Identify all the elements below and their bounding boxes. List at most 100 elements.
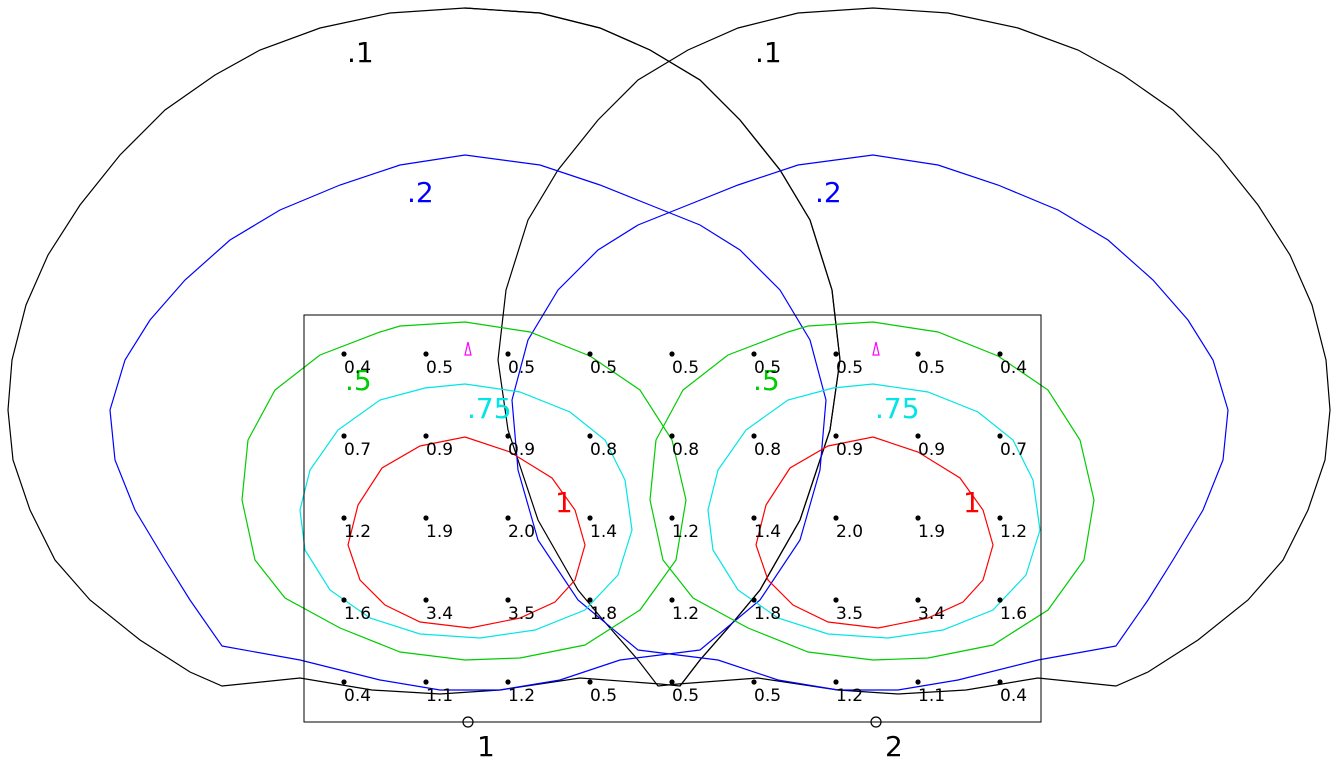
grid-value: 0.4 bbox=[1000, 358, 1027, 378]
grid-value: 1.6 bbox=[344, 604, 371, 624]
grid-point bbox=[751, 351, 757, 357]
grid-point bbox=[751, 597, 757, 603]
isoline-0.75-left bbox=[299, 383, 633, 639]
grid-point bbox=[669, 515, 675, 521]
grid-value: 0.5 bbox=[426, 358, 453, 378]
grid-point bbox=[915, 351, 921, 357]
isoline-0.75-right bbox=[707, 383, 1041, 639]
grid-value: 3.4 bbox=[426, 604, 453, 624]
grid-value: 0.5 bbox=[590, 358, 617, 378]
grid-point bbox=[587, 351, 593, 357]
contour-label-0.5-right: .5 bbox=[753, 364, 780, 397]
isoline-0.5-right bbox=[649, 321, 1095, 661]
grid-point bbox=[915, 679, 921, 685]
isoline-0.2-left bbox=[109, 154, 827, 691]
isoline-0.2-group bbox=[109, 154, 1229, 691]
grid-value: 0.8 bbox=[754, 440, 781, 460]
grid-value: 1.1 bbox=[918, 686, 945, 706]
grid-point bbox=[833, 433, 839, 439]
grid-value: 0.8 bbox=[590, 440, 617, 460]
grid-point bbox=[505, 597, 511, 603]
grid-value: 1.2 bbox=[836, 686, 863, 706]
contour-label-0.2-left: .2 bbox=[407, 176, 434, 209]
grid-point bbox=[751, 433, 757, 439]
grid-point bbox=[587, 433, 593, 439]
isoline-1-group bbox=[347, 436, 994, 629]
grid-value: 0.5 bbox=[672, 686, 699, 706]
contour-labels: .1 .1 .2 .2 .5 .5 .75 .75 1 1 bbox=[345, 36, 981, 519]
grid-value: 1.2 bbox=[672, 604, 699, 624]
isoline-0.1-group bbox=[7, 7, 1331, 695]
grid-point bbox=[833, 515, 839, 521]
grid-value: 0.9 bbox=[426, 440, 453, 460]
grid-point bbox=[997, 515, 1003, 521]
grid-value: 0.4 bbox=[1000, 686, 1027, 706]
grid-value: 3.5 bbox=[836, 604, 863, 624]
grid-point bbox=[423, 679, 429, 685]
contour-label-0.1-right: .1 bbox=[755, 36, 782, 69]
grid-value: 1.2 bbox=[672, 522, 699, 542]
calculation-area bbox=[303, 314, 1042, 723]
grid-point bbox=[669, 597, 675, 603]
contour-label-1-left: 1 bbox=[555, 486, 573, 519]
grid-point bbox=[751, 679, 757, 685]
isoline-0.1-right bbox=[497, 7, 1331, 695]
contour-label-0.75-right: .75 bbox=[875, 392, 920, 425]
grid-value: 0.8 bbox=[672, 440, 699, 460]
isoline-1-left bbox=[347, 436, 586, 629]
grid-point bbox=[341, 351, 347, 357]
grid-value: 1.2 bbox=[508, 686, 535, 706]
contour-label-0.75-left: .75 bbox=[467, 392, 512, 425]
grid-point bbox=[915, 515, 921, 521]
grid-value: 0.9 bbox=[508, 440, 535, 460]
grid-point bbox=[833, 597, 839, 603]
grid-point bbox=[423, 597, 429, 603]
grid-value: 0.7 bbox=[1000, 440, 1027, 460]
grid-point bbox=[341, 515, 347, 521]
aim-marker-2 bbox=[872, 341, 880, 356]
grid-point bbox=[423, 515, 429, 521]
grid-value: 0.4 bbox=[344, 686, 371, 706]
grid-value: 0.7 bbox=[344, 440, 371, 460]
grid-value: 2.0 bbox=[508, 522, 535, 542]
grid-value: 1.6 bbox=[1000, 604, 1027, 624]
grid-value: 1.2 bbox=[344, 522, 371, 542]
grid-point bbox=[505, 515, 511, 521]
aim-marker-1 bbox=[464, 341, 472, 356]
grid-value: 3.5 bbox=[508, 604, 535, 624]
grid-point bbox=[833, 351, 839, 357]
grid-point bbox=[997, 597, 1003, 603]
grid-value: 0.5 bbox=[508, 358, 535, 378]
illuminance-grid: 0.4 0.5 0.5 0.5 0.5 0.5 0.5 0.5 0.4 0.7 0.9 0.9 0.8 0… bbox=[341, 351, 1027, 706]
grid-point bbox=[997, 679, 1003, 685]
grid-value: 0.5 bbox=[918, 358, 945, 378]
grid-point bbox=[751, 515, 757, 521]
grid-value: 0.9 bbox=[836, 440, 863, 460]
grid-value: 3.4 bbox=[918, 604, 945, 624]
grid-value: 1.9 bbox=[918, 522, 945, 542]
isoline-0.75-group bbox=[299, 383, 1041, 639]
isoline-1-right bbox=[755, 436, 994, 629]
contour-label-0.2-right: .2 bbox=[815, 176, 842, 209]
isoline-0.5-group bbox=[241, 321, 1095, 661]
grid-point bbox=[505, 679, 511, 685]
grid-point bbox=[915, 433, 921, 439]
contour-label-0.5-left: .5 bbox=[345, 364, 372, 397]
grid-value: 1.8 bbox=[754, 604, 781, 624]
grid-point bbox=[341, 433, 347, 439]
grid-point bbox=[587, 515, 593, 521]
isoline-0.1-inner-left bbox=[464, 7, 841, 687]
grid-value: 0.5 bbox=[672, 358, 699, 378]
grid-point bbox=[505, 433, 511, 439]
grid-value: 1.4 bbox=[754, 522, 781, 542]
grid-point bbox=[587, 597, 593, 603]
grid-point bbox=[341, 679, 347, 685]
grid-value: 0.5 bbox=[754, 358, 781, 378]
grid-point bbox=[587, 679, 593, 685]
grid-point bbox=[669, 679, 675, 685]
isoline-0.1-left bbox=[7, 7, 841, 695]
grid-value: 1.2 bbox=[1000, 522, 1027, 542]
grid-value: 1.9 bbox=[426, 522, 453, 542]
grid-value: 0.5 bbox=[754, 686, 781, 706]
